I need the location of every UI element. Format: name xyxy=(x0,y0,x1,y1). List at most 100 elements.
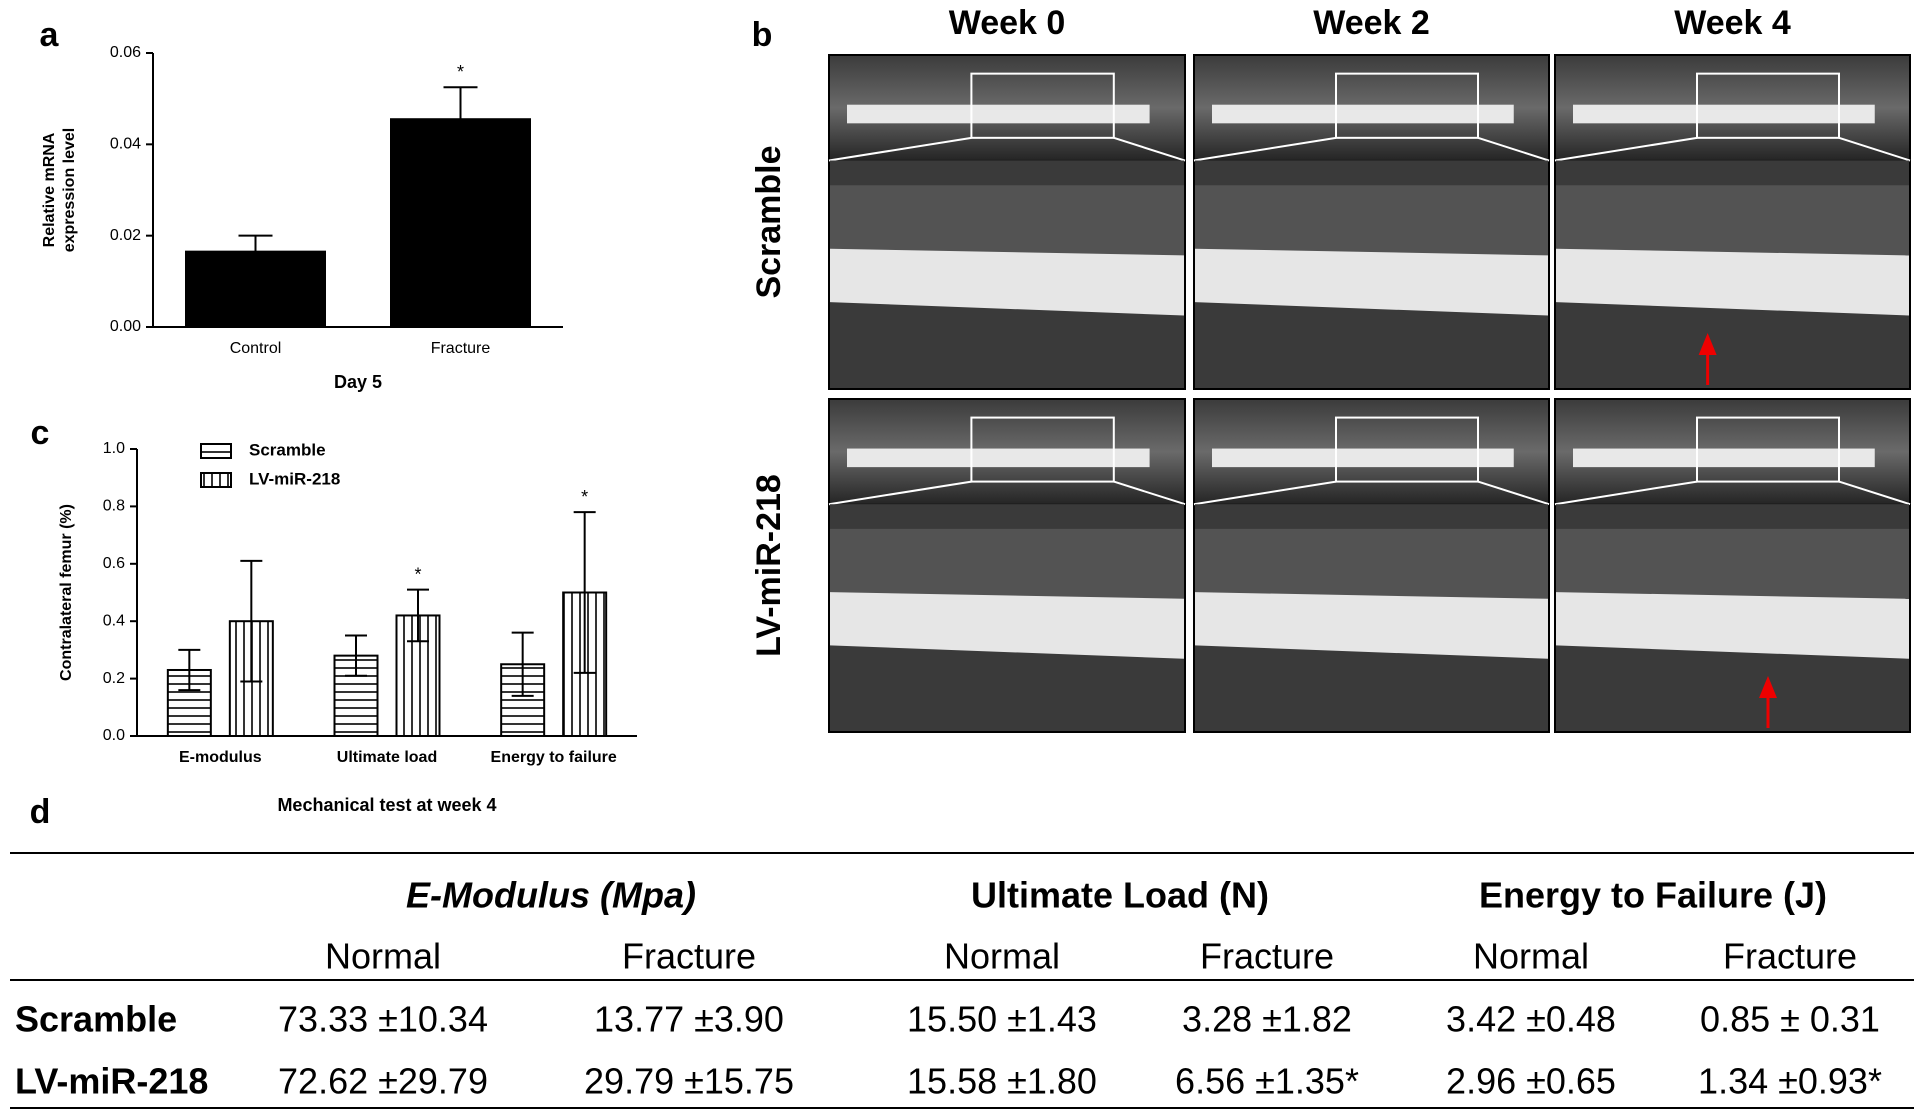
zoom-line xyxy=(1193,136,1337,162)
zoom-box xyxy=(1335,72,1479,139)
significance-mark: * xyxy=(457,62,464,82)
zoom-rod xyxy=(1195,592,1548,659)
y-tick-label: 0.0 xyxy=(103,727,125,744)
table-subheader: Normal xyxy=(944,936,1060,977)
zoom-line xyxy=(828,480,972,506)
zoom-rod xyxy=(1556,592,1909,659)
row-header: LV-miR-218 xyxy=(750,474,788,657)
table-subheader: Fracture xyxy=(1723,936,1857,977)
panel-label: a xyxy=(40,16,60,54)
table-cell: 15.50 ±1.43 xyxy=(907,999,1097,1040)
table-cell: 0.85 ± 0.31 xyxy=(1700,999,1880,1040)
table-subheader: Fracture xyxy=(622,936,756,977)
table-cell: 3.28 ±1.82 xyxy=(1182,999,1352,1040)
y-axis-label: Contralateral femur (%) xyxy=(58,504,75,681)
arrow-head xyxy=(1759,676,1777,698)
error-bar xyxy=(238,234,273,252)
x-axis-label: Mechanical test at week 4 xyxy=(277,795,496,815)
radiograph xyxy=(1554,54,1911,390)
table-subheader: Normal xyxy=(1473,936,1589,977)
table-cell: 29.79 ±15.75 xyxy=(584,1061,794,1102)
thumbnail-rod xyxy=(1212,448,1514,468)
table-group-header: Energy to Failure (J) xyxy=(1479,875,1827,916)
y-tick-label: 0.4 xyxy=(103,612,125,629)
x-tick-label: Fracture xyxy=(431,340,491,357)
table-row-header: LV-miR-218 xyxy=(15,1061,208,1102)
y-tick-label: 1.0 xyxy=(103,440,125,457)
zoom-line xyxy=(1113,136,1186,162)
zoom-line xyxy=(1193,480,1337,506)
zoom-line xyxy=(1113,480,1186,506)
y-tick-label: 0.00 xyxy=(110,318,141,335)
bar xyxy=(390,118,531,329)
zoom-box xyxy=(970,72,1115,139)
x-tick-label: Ultimate load xyxy=(337,749,437,766)
thumbnail-rod xyxy=(847,448,1150,468)
table-subheader: Fracture xyxy=(1200,936,1334,977)
table-cell: 73.33 ±10.34 xyxy=(278,999,488,1040)
significance-mark: * xyxy=(414,564,421,584)
legend-swatch xyxy=(200,443,232,459)
error-bar xyxy=(573,511,596,674)
thumbnail-rod xyxy=(847,104,1150,124)
error-bar xyxy=(511,631,534,697)
zoom-line xyxy=(1554,480,1698,506)
legend-label: LV-miR-218 xyxy=(249,469,340,488)
column-header: Week 0 xyxy=(949,4,1066,42)
zoom-rod xyxy=(830,592,1184,659)
error-bar xyxy=(178,648,201,692)
significance-mark: * xyxy=(581,487,588,507)
zoom-line xyxy=(1838,136,1911,162)
y-axis-label: expression level xyxy=(61,128,78,253)
y-tick-label: 0.04 xyxy=(110,136,141,153)
x-tick-label: Control xyxy=(230,340,282,357)
zoom-line xyxy=(828,136,972,162)
table-cell: 6.56 ±1.35* xyxy=(1175,1061,1359,1102)
table-cell: 2.96 ±0.65 xyxy=(1446,1061,1616,1102)
legend-label: Scramble xyxy=(249,440,326,459)
radiograph xyxy=(828,398,1186,733)
row-header: Scramble xyxy=(750,145,788,298)
radiograph xyxy=(1554,398,1911,733)
y-tick-label: 0.8 xyxy=(103,498,125,515)
column-header: Week 2 xyxy=(1313,4,1430,42)
error-bar xyxy=(240,559,263,683)
bar xyxy=(185,250,326,328)
radiograph xyxy=(1193,398,1550,733)
thumbnail-rod xyxy=(1573,104,1875,124)
zoom-rod xyxy=(1556,248,1909,316)
zoom-box xyxy=(1335,416,1479,483)
zoom-box xyxy=(1696,72,1840,139)
table-row-header: Scramble xyxy=(15,999,177,1040)
zoom-box xyxy=(1696,416,1840,483)
table-cell: 72.62 ±29.79 xyxy=(278,1061,488,1102)
error-bar xyxy=(345,634,367,677)
column-header: Week 4 xyxy=(1674,4,1791,42)
zoom-rod xyxy=(830,248,1184,316)
zoom-line xyxy=(1477,136,1550,162)
zoom-line xyxy=(1554,136,1698,162)
table-group-header: Ultimate Load (N) xyxy=(971,875,1269,916)
legend-swatch xyxy=(200,472,232,488)
y-tick-label: 0.6 xyxy=(103,555,125,572)
zoom-rod xyxy=(1195,248,1548,316)
y-tick-label: 0.06 xyxy=(110,44,141,61)
table-cell: 1.34 ±0.93* xyxy=(1698,1061,1882,1102)
thumbnail-rod xyxy=(1573,448,1875,468)
error-bar xyxy=(407,588,429,643)
y-tick-label: 0.2 xyxy=(103,670,125,687)
table-group-header: E-Modulus (Mpa) xyxy=(406,875,696,916)
table-cell: 13.77 ±3.90 xyxy=(594,999,784,1040)
thumbnail-rod xyxy=(1212,104,1514,124)
y-axis-label: Relative mRNA xyxy=(41,132,58,247)
x-tick-label: E-modulus xyxy=(179,749,262,766)
table-cell: 15.58 ±1.80 xyxy=(907,1061,1097,1102)
radiograph xyxy=(828,54,1186,390)
y-tick-label: 0.02 xyxy=(110,227,141,244)
x-tick-label: Energy to failure xyxy=(491,749,617,766)
radiograph xyxy=(1193,54,1550,390)
zoom-line xyxy=(1838,480,1911,506)
panel-label: c xyxy=(31,414,50,452)
